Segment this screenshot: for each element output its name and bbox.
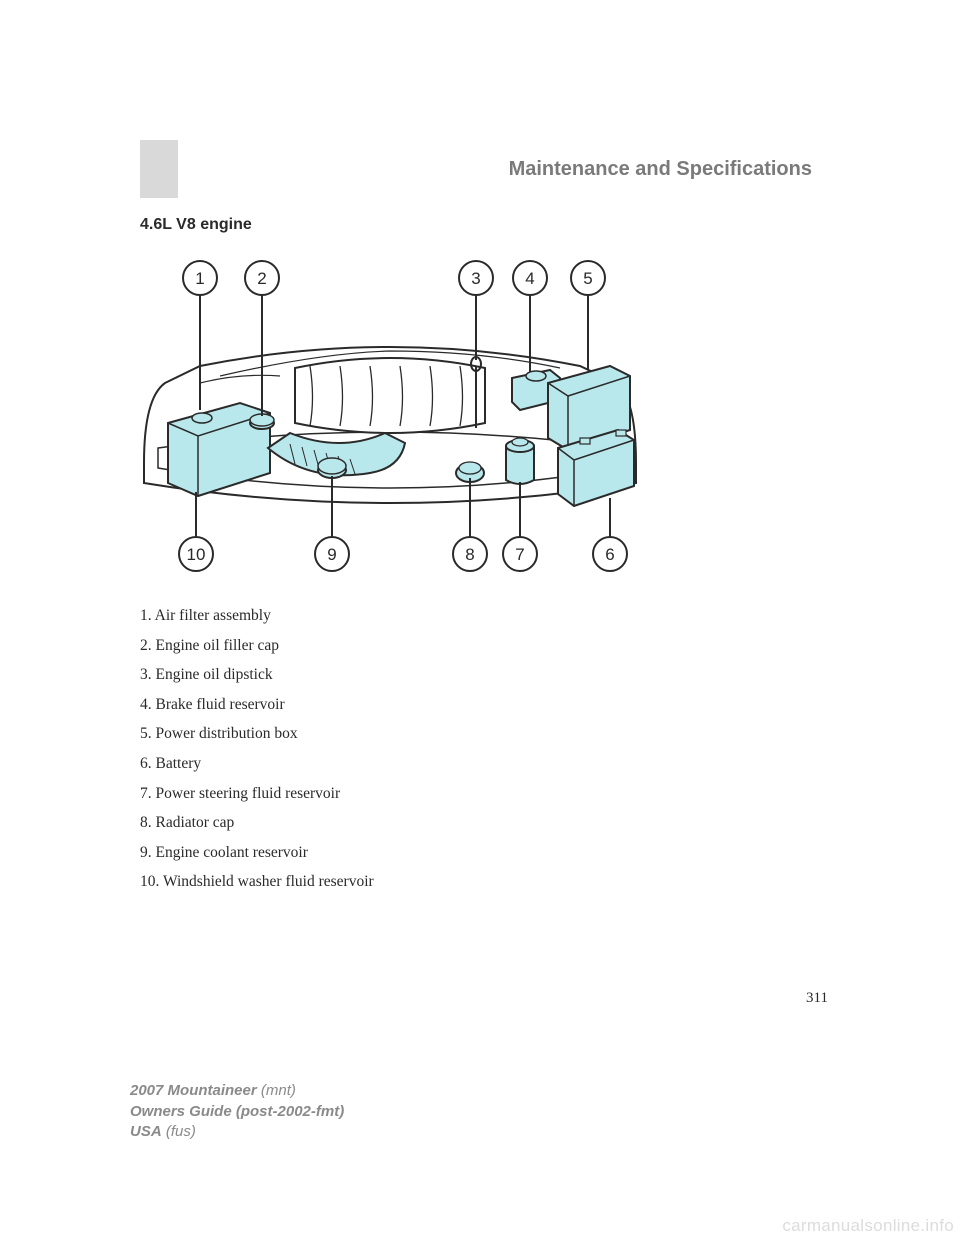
engine-diagram-svg: 1 2 3 4 5 10 9 8 7 6	[140, 248, 640, 578]
engine-diagram: 1 2 3 4 5 10 9 8 7 6	[140, 248, 640, 583]
footer-line-1: 2007 Mountaineer (mnt)	[130, 1081, 344, 1101]
list-item: 3. Engine oil dipstick	[140, 666, 830, 685]
svg-text:10: 10	[187, 545, 206, 564]
section-title: Maintenance and Specifications	[178, 140, 830, 198]
svg-text:1: 1	[195, 269, 204, 288]
list-item: 4. Brake fluid reservoir	[140, 696, 830, 715]
manual-page: Maintenance and Specifications 4.6L V8 e…	[0, 0, 960, 1242]
svg-text:5: 5	[583, 269, 592, 288]
page-number: 311	[806, 990, 828, 1007]
vehicle-name: 2007 Mountaineer	[130, 1082, 257, 1099]
list-item: 6. Battery	[140, 755, 830, 774]
svg-text:3: 3	[471, 269, 480, 288]
header-accent-box	[140, 140, 178, 198]
svg-text:6: 6	[605, 545, 614, 564]
list-item: 2. Engine oil filler cap	[140, 637, 830, 656]
footer-line-2: Owners Guide (post-2002-fmt)	[130, 1102, 344, 1122]
svg-text:9: 9	[327, 545, 336, 564]
vehicle-code: (mnt)	[257, 1082, 296, 1099]
svg-text:2: 2	[257, 269, 266, 288]
list-item: 10. Windshield washer fluid reservoir	[140, 873, 830, 892]
list-item: 8. Radiator cap	[140, 814, 830, 833]
svg-text:7: 7	[515, 545, 524, 564]
section-header: Maintenance and Specifications	[140, 140, 830, 198]
footer-line-3: USA (fus)	[130, 1122, 344, 1142]
list-item: 7. Power steering fluid reservoir	[140, 785, 830, 804]
list-item: 9. Engine coolant reservoir	[140, 844, 830, 863]
watermark-text: carmanualsonline.info	[782, 1216, 954, 1236]
engine-subtitle: 4.6L V8 engine	[140, 216, 830, 234]
svg-text:4: 4	[525, 269, 534, 288]
list-item: 1. Air filter assembly	[140, 607, 830, 626]
svg-text:8: 8	[465, 545, 474, 564]
region-name: USA	[130, 1123, 162, 1140]
component-list: 1. Air filter assembly 2. Engine oil fill…	[140, 607, 830, 892]
list-item: 5. Power distribution box	[140, 725, 830, 744]
footer-block: 2007 Mountaineer (mnt) Owners Guide (pos…	[130, 1081, 344, 1142]
guide-name: Owners Guide (post-2002-fmt)	[130, 1103, 344, 1120]
region-code: (fus)	[162, 1123, 196, 1140]
